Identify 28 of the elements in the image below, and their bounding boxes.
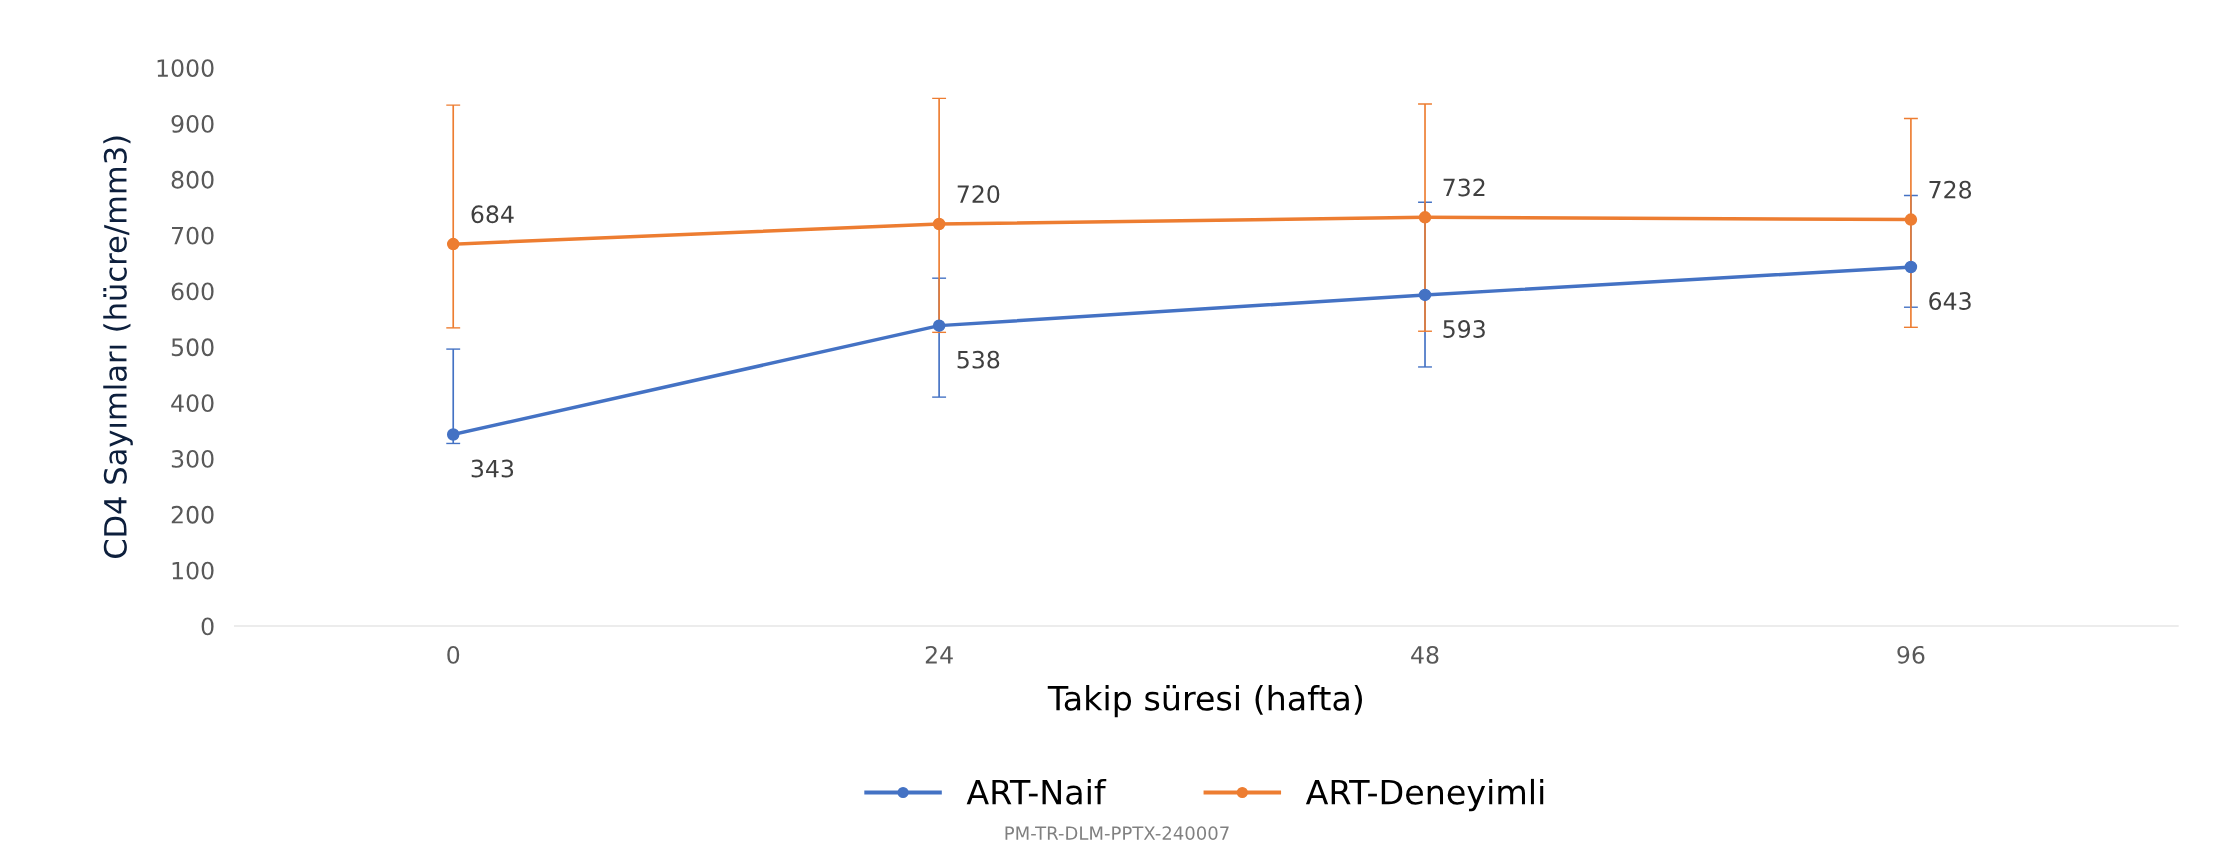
x-axis-title: Takip süresi (hafta) bbox=[1047, 685, 1362, 718]
x-tick-label: 48 bbox=[1411, 645, 1439, 664]
data-label: 732 bbox=[1443, 178, 1485, 197]
text: PM-TR-DLM-PPTX-240007 bbox=[1005, 826, 1229, 840]
data-label: 593 bbox=[1443, 320, 1485, 338]
legend-label: ART-Naif bbox=[966, 778, 1107, 805]
x-tick-label: 0 bbox=[447, 645, 460, 664]
y-tick-label: 200 bbox=[171, 505, 214, 524]
y-tick-label: 600 bbox=[171, 282, 214, 301]
data-label: 643 bbox=[1929, 292, 1971, 310]
data-label: 538 bbox=[957, 350, 1000, 369]
y-tick-label: 500 bbox=[171, 338, 214, 357]
y-tick-label: 1000 bbox=[157, 59, 214, 77]
y-tick-label: 700 bbox=[171, 226, 214, 245]
data-label: 343 bbox=[471, 459, 514, 478]
x-tick-label: 24 bbox=[925, 645, 953, 664]
data-label: 684 bbox=[471, 205, 514, 224]
y-tick-label: 100 bbox=[172, 561, 214, 580]
y-tick-label: 900 bbox=[171, 114, 214, 133]
y-axis-title: CD4 Sayımları (hücre/mm3) bbox=[103, 136, 133, 559]
x-tick-label: 96 bbox=[1897, 645, 1925, 664]
y-tick-label: 400 bbox=[171, 394, 214, 412]
data-label: 720 bbox=[957, 185, 1000, 204]
y-tick-label: 0 bbox=[201, 617, 214, 636]
y-tick-label: 800 bbox=[171, 170, 214, 189]
y-tick-label: 300 bbox=[171, 449, 214, 468]
legend-label: ART-Deneyimli bbox=[1305, 778, 1544, 812]
data-label: 728 bbox=[1929, 180, 1972, 199]
